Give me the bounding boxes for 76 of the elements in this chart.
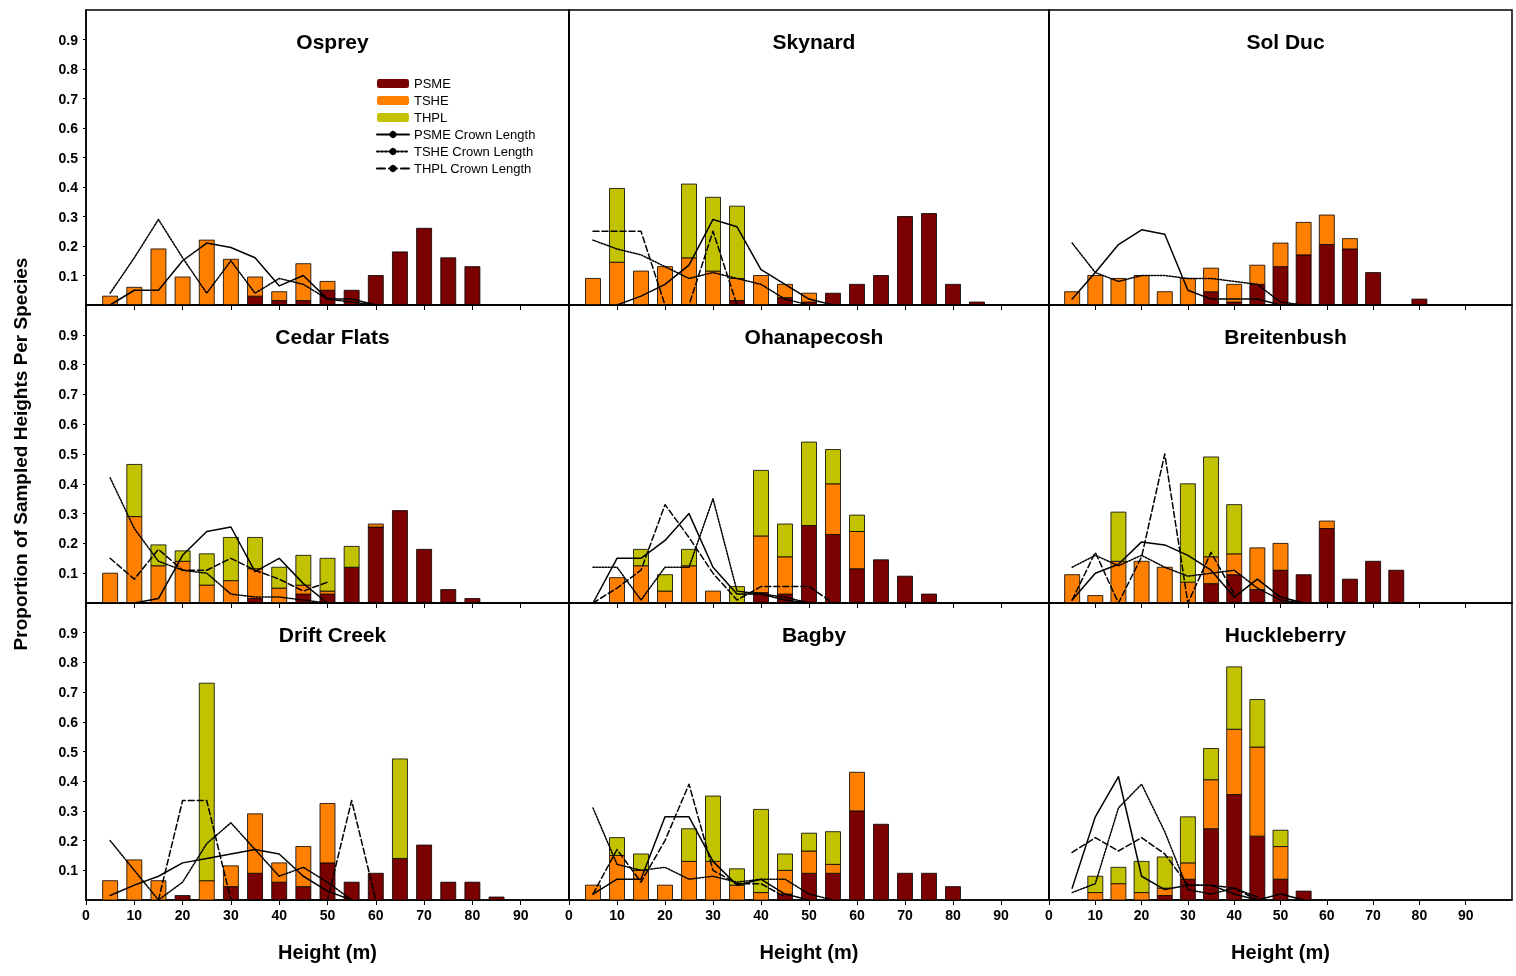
legend-label: PSME Crown Length [413,127,536,142]
x-tick-label: 90 [993,907,1009,923]
x-tick-label: 80 [1411,907,1428,923]
x-axis-title: Height (m) [278,941,377,963]
y-tick-label: 0.4 [58,475,79,492]
x-tick-label: 70 [416,907,433,923]
legend-label: THPL [413,110,448,125]
x-tick-label: 60 [849,907,865,923]
text: Huckleberry [1224,623,1347,646]
text: Cedar Flats [275,325,390,348]
y-tick-label: 0.8 [58,654,79,671]
x-tick-label: 30 [1180,907,1196,923]
x-tick-label: 20 [1133,907,1150,923]
x-tick-label: 10 [126,907,143,923]
text: Osprey [296,30,370,53]
x-tick-label: 40 [1226,907,1243,923]
x-axis-title: Height (m) [759,941,859,963]
y-tick-label: 0.3 [58,802,79,819]
legend-label: THPL Crown Length [413,161,532,176]
y-tick-label: 0.9 [58,624,79,641]
text: Sol Duc [1246,30,1325,53]
x-tick-label: 50 [1272,907,1289,923]
y-tick-label: 0.1 [58,565,79,582]
y-tick-label: 0.9 [58,326,79,343]
x-tick-label: 70 [897,907,913,923]
x-tick-label: 80 [945,907,961,923]
text: Drift Creek [278,623,387,646]
y-tick-label: 0.6 [58,120,79,136]
x-tick-label: 10 [1087,907,1104,923]
x-tick-label: 90 [1457,907,1474,923]
y-tick-label: 0.4 [58,179,79,195]
y-tick-label: 0.7 [58,684,79,701]
x-tick-label: 60 [368,907,384,923]
x-tick-label: 0 [1045,907,1054,923]
y-tick-label: 0.2 [58,535,79,552]
x-tick-label: 0 [82,907,91,923]
legend-label: TSHE Crown Length [413,144,534,159]
x-tick-label: 10 [609,907,625,923]
x-tick-label: 30 [223,907,239,923]
x-tick-label: 70 [1365,907,1382,923]
y-tick-label: 0.9 [58,31,79,48]
y-tick-label: 0.3 [58,505,79,522]
y-tick-label: 0.2 [58,832,79,849]
y-tick-label: 0.6 [58,416,79,433]
x-tick-label: 80 [464,907,481,923]
y-tick-label: 0.8 [58,356,79,373]
y-tick-label: 0.3 [58,208,79,225]
x-tick-label: 40 [753,907,769,923]
x-tick-label: 50 [801,907,817,923]
x-tick-label: 50 [319,907,336,923]
y-axis-title: Proportion of Sampled Heights Per Species [10,257,31,651]
x-axis-title: Height (m) [1231,941,1330,963]
x-tick-label: 40 [271,907,288,923]
y-tick-label: 0.2 [58,238,79,254]
y-tick-label: 0.4 [58,773,79,790]
y-tick-label: 0.5 [58,743,79,760]
x-tick-label: 30 [705,907,721,923]
text: Breitenbush [1224,325,1347,348]
y-tick-label: 0.1 [58,862,79,879]
y-tick-label: 0.7 [58,386,79,403]
y-tick-label: 0.1 [58,267,79,284]
y-tick-label: 0.5 [58,446,79,462]
text: Bagby [781,623,847,646]
y-tick-label: 0.7 [58,90,79,107]
y-tick-label: 0.6 [58,713,79,730]
y-tick-label: 0.5 [58,149,79,166]
x-tick-label: 60 [1319,907,1335,923]
x-tick-label: 20 [657,907,673,923]
x-tick-label: 0 [565,907,574,923]
x-tick-label: 20 [174,907,191,923]
legend-label: TSHE [413,93,449,108]
y-tick-label: 0.8 [58,61,79,77]
legend-label: PSME [413,76,452,91]
text: Skynard [772,30,856,53]
text: Ohanapecosh [744,325,884,348]
x-tick-label: 90 [512,907,529,923]
